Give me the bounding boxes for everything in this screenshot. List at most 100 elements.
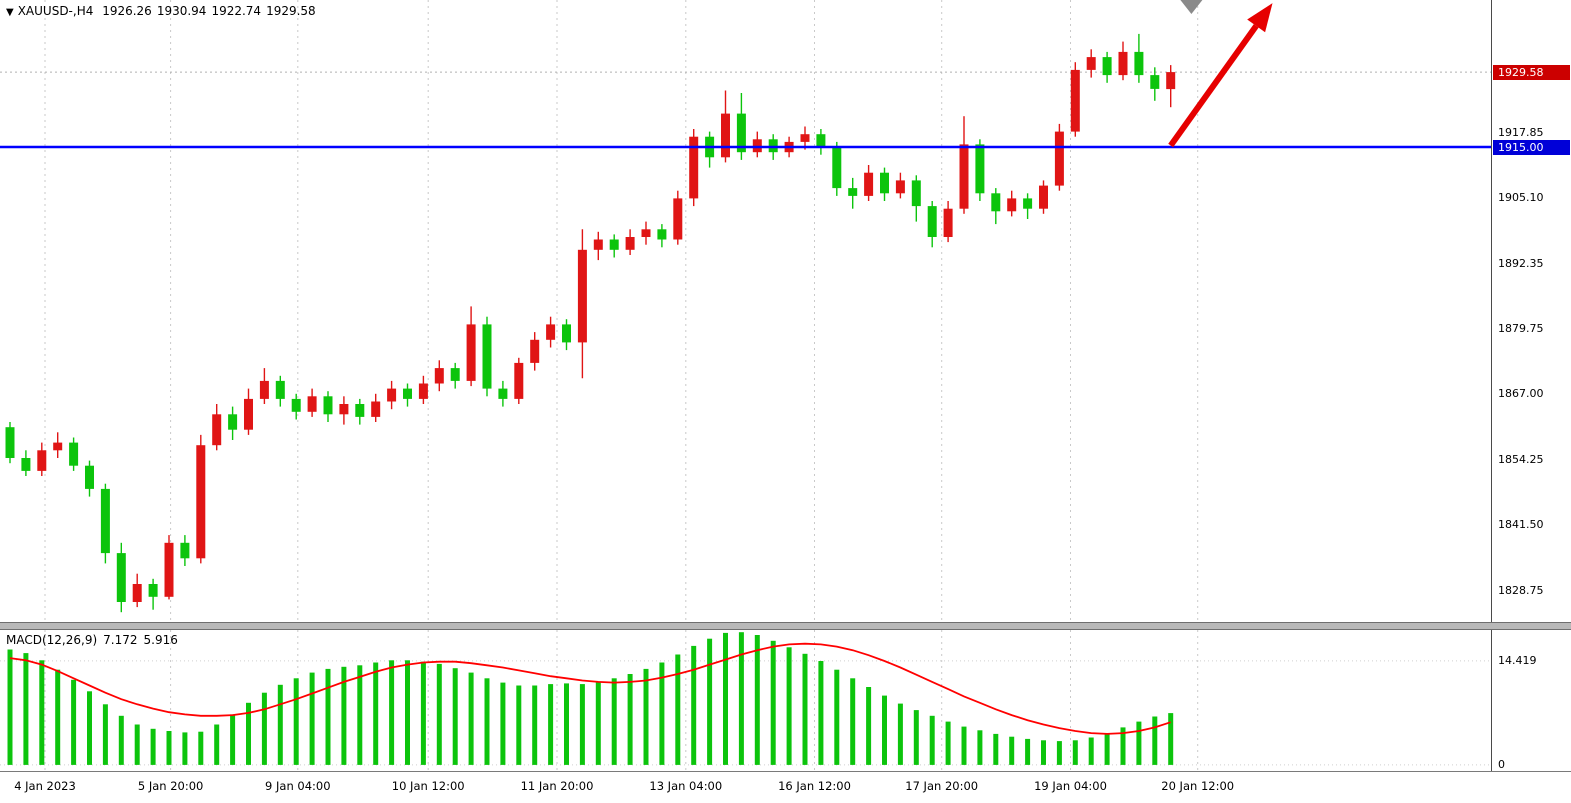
candle	[1150, 67, 1160, 101]
candle	[180, 535, 190, 566]
macd-histogram-bar	[707, 638, 713, 765]
candle	[943, 201, 953, 243]
candle	[1023, 193, 1033, 219]
macd-histogram-bar	[277, 684, 283, 765]
macd-histogram-bar	[405, 660, 410, 765]
price-axis[interactable]: 1929.58 1917.85 1915.00 1905.10 1892.35 1879.…	[1491, 0, 1571, 771]
trend-arrow[interactable]	[1168, 3, 1273, 148]
candle	[959, 116, 969, 214]
price-axis-label: 1867.00	[1498, 387, 1544, 401]
candle	[85, 460, 94, 497]
macd-histogram-bar	[293, 678, 299, 765]
time-axis-label: 9 Jan 04:00	[265, 779, 331, 793]
candle	[403, 383, 412, 407]
candle	[164, 535, 174, 600]
macd-histogram-bar	[1025, 738, 1031, 765]
candle	[212, 404, 222, 451]
macd-histogram-bar	[309, 672, 315, 765]
candle	[291, 393, 301, 420]
macd-histogram-bar	[23, 653, 29, 765]
candle	[689, 129, 699, 207]
candle	[864, 165, 874, 201]
macd-histogram-bar	[1088, 737, 1094, 765]
symbol-dropdown-icon[interactable]: ▼	[6, 7, 14, 18]
candle	[1134, 33, 1144, 83]
candle	[880, 167, 889, 201]
time-axis-label: 10 Jan 12:00	[391, 779, 465, 793]
macd-histogram-bar	[945, 721, 951, 765]
macd-svg[interactable]	[0, 630, 1491, 771]
macd-signal-value: 5.916	[143, 633, 178, 647]
time-axis-label: 13 Jan 04:00	[649, 779, 723, 793]
macd-histogram-bar	[357, 665, 363, 765]
candle	[371, 393, 381, 422]
panel-separator-handle[interactable]	[0, 622, 1571, 630]
current-price-badge: 1929.58	[1493, 64, 1570, 80]
macd-histogram-bar	[341, 666, 347, 765]
macd-histogram-bar	[595, 681, 601, 765]
macd-histogram-bar	[675, 654, 681, 765]
candle	[466, 306, 476, 387]
macd-histogram-bar	[723, 632, 728, 765]
macd-histogram-bar	[738, 632, 744, 765]
candle	[577, 229, 587, 379]
macd-histogram-bar	[484, 678, 490, 765]
price-axis-label: 1828.75	[1498, 583, 1544, 597]
candle	[895, 172, 905, 199]
candle	[21, 450, 31, 476]
macd-histogram-bar	[1009, 736, 1015, 765]
macd-histogram-bar	[1136, 721, 1142, 765]
macd-histogram-bar	[39, 660, 45, 765]
candle	[37, 442, 47, 476]
candle	[1039, 180, 1048, 214]
price-axis-label: 1905.10	[1498, 191, 1544, 205]
time-axis-label: 19 Jan 04:00	[1034, 779, 1107, 793]
gray-triangle-marker[interactable]	[1180, 0, 1203, 14]
macd-histogram-bar	[1072, 740, 1078, 765]
candle	[609, 234, 619, 258]
candle	[450, 362, 460, 389]
macd-histogram-bar	[643, 668, 649, 765]
macd-histogram-bar	[834, 669, 840, 765]
macd-histogram-bar	[882, 695, 887, 765]
macd-histogram-bar	[1152, 716, 1158, 765]
macd-panel[interactable]: MACD(12,26,9) 7.172 5.916	[0, 630, 1491, 771]
macd-axis-label: 14.419	[1498, 654, 1537, 668]
candle	[593, 231, 603, 261]
macd-histogram-bar	[850, 678, 856, 765]
price-chart-svg[interactable]	[0, 0, 1491, 622]
macd-histogram-bar	[611, 678, 617, 765]
candle	[1054, 123, 1064, 191]
macd-histogram-bar	[977, 730, 983, 765]
price-axis-label: 1917.85	[1498, 125, 1544, 139]
price-chart-area[interactable]: ▼ XAUUSD-,H4 1926.26 1930.94 1922.74 1929.58	[0, 0, 1491, 622]
macd-histogram-bar	[564, 683, 569, 765]
macd-histogram-bar	[373, 662, 379, 765]
candle	[1102, 51, 1112, 83]
candle	[498, 380, 508, 407]
ohlc-open: 1926.26	[102, 4, 152, 18]
candle	[307, 388, 317, 417]
time-axis[interactable]: 4 Jan 2023 5 Jan 20:00 9 Jan 04:00 10 Jan 1…	[0, 771, 1571, 803]
candle	[848, 177, 858, 209]
macd-histogram-bar	[1168, 713, 1174, 765]
candle	[721, 90, 730, 163]
candle	[625, 229, 635, 255]
candle	[196, 434, 206, 564]
macd-histogram-bar	[548, 684, 554, 765]
candle	[562, 319, 571, 351]
candle	[259, 368, 269, 404]
macd-histogram-bar	[897, 703, 903, 765]
macd-histogram-bar	[627, 674, 633, 765]
time-axis-label: 17 Jan 20:00	[905, 779, 979, 793]
ohlc-close: 1929.58	[266, 4, 316, 18]
macd-histogram-bar	[134, 724, 140, 765]
candle	[387, 380, 397, 410]
candle	[100, 483, 110, 564]
candle	[514, 357, 524, 404]
time-axis-label: 11 Jan 20:00	[520, 779, 594, 793]
candle	[434, 360, 444, 392]
macd-histogram-bar	[786, 647, 792, 765]
macd-histogram-bar	[71, 679, 77, 765]
